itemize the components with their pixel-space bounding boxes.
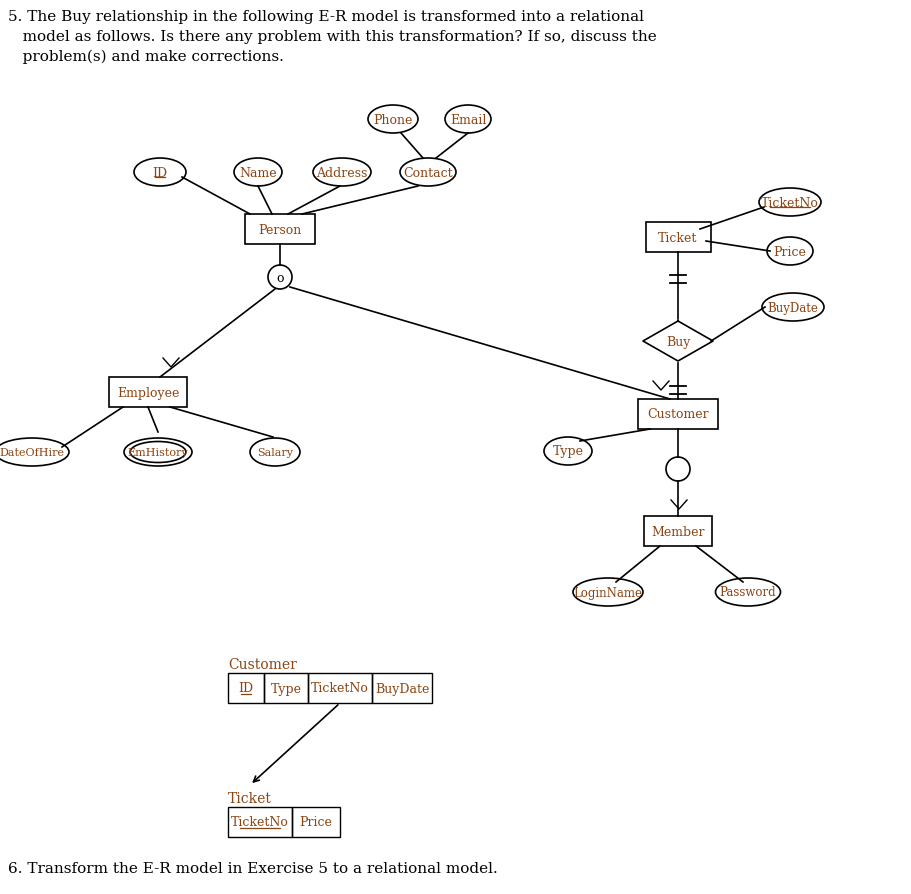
- Text: Member: Member: [651, 525, 705, 538]
- Text: TicketNo: TicketNo: [311, 682, 369, 695]
- Text: Salary: Salary: [257, 448, 293, 458]
- Text: Price: Price: [300, 815, 333, 829]
- Text: Customer: Customer: [228, 657, 297, 671]
- Text: BuyDate: BuyDate: [768, 301, 818, 314]
- Text: EmHistory: EmHistory: [128, 448, 189, 458]
- Text: Name: Name: [240, 166, 277, 180]
- Text: Type: Type: [552, 445, 584, 458]
- Text: Address: Address: [316, 166, 368, 180]
- Text: Person: Person: [259, 224, 302, 236]
- Text: Email: Email: [450, 114, 486, 126]
- Text: TicketNo: TicketNo: [761, 197, 819, 209]
- Text: Price: Price: [773, 245, 806, 258]
- Text: 5. The Buy relationship in the following E-R model is transformed into a relatio: 5. The Buy relationship in the following…: [8, 10, 644, 24]
- Text: Customer: Customer: [647, 408, 709, 421]
- Text: ID: ID: [152, 166, 168, 180]
- Text: DateOfHire: DateOfHire: [0, 448, 65, 458]
- Text: problem(s) and make corrections.: problem(s) and make corrections.: [8, 50, 284, 64]
- Text: Phone: Phone: [374, 114, 413, 126]
- Text: model as follows. Is there any problem with this transformation? If so, discuss : model as follows. Is there any problem w…: [8, 30, 657, 44]
- Text: Contact: Contact: [404, 166, 453, 180]
- Text: o: o: [276, 271, 283, 284]
- Text: Buy: Buy: [666, 335, 691, 348]
- Text: 6. Transform the E-R model in Exercise 5 to a relational model.: 6. Transform the E-R model in Exercise 5…: [8, 861, 497, 875]
- Text: Ticket: Ticket: [659, 232, 698, 244]
- Text: TicketNo: TicketNo: [231, 815, 289, 829]
- Text: ID: ID: [239, 682, 253, 695]
- Text: LoginName: LoginName: [574, 586, 642, 599]
- Text: Type: Type: [271, 682, 302, 695]
- Text: Ticket: Ticket: [228, 791, 271, 805]
- Text: Employee: Employee: [117, 386, 179, 399]
- Text: Password: Password: [720, 586, 776, 599]
- Text: BuyDate: BuyDate: [374, 682, 429, 695]
